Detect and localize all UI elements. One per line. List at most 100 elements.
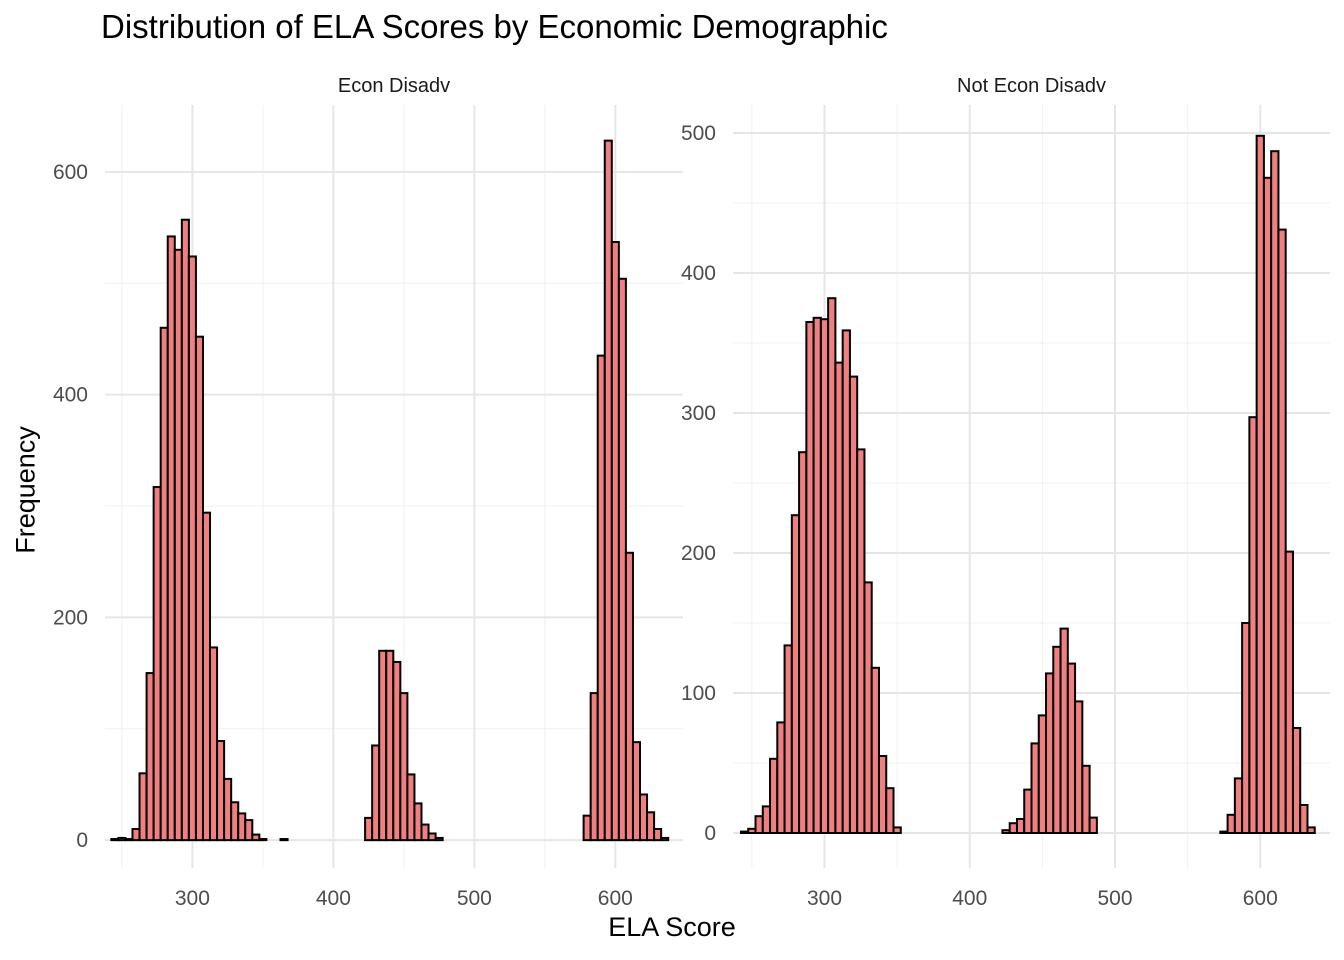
histogram-bar [187, 255, 197, 842]
histogram-bar [145, 672, 155, 842]
x-tick-label: 400 [316, 887, 351, 910]
histogram-bar [131, 828, 141, 842]
histogram-bar [870, 666, 880, 834]
histogram-bar [1066, 662, 1077, 834]
facet-label: Econ Disadv [338, 75, 450, 97]
histogram-bar [653, 828, 663, 842]
histogram-bar [1241, 622, 1251, 834]
histogram-bar [216, 740, 226, 842]
histogram-bar [385, 649, 395, 842]
histogram-bar [427, 832, 437, 842]
y-tick-label: 400 [681, 262, 716, 285]
histogram-bar [1015, 818, 1026, 834]
y-tick-label: 0 [704, 822, 716, 845]
histogram-bar [769, 757, 779, 834]
histogram-bar [371, 744, 381, 842]
histogram-bar [624, 551, 634, 842]
histogram-bar [117, 836, 127, 842]
histogram-bar [582, 814, 592, 842]
histogram-bar [166, 235, 176, 842]
x-tick-label: 300 [807, 887, 842, 910]
histogram-bar [413, 802, 423, 842]
facet-panel: Econ Disadv 300 400 500 600 0 200 400 600 [53, 75, 683, 910]
histogram-bar [251, 833, 261, 842]
x-tick-label: 400 [952, 887, 987, 910]
histogram-bar [1008, 822, 1018, 835]
y-tick-label: 300 [681, 402, 716, 425]
histogram-bar [1277, 228, 1287, 835]
histogram-bar [406, 773, 416, 842]
histogram-bar [180, 218, 190, 842]
histogram-bar [834, 361, 844, 834]
histogram-bar [237, 812, 247, 842]
histogram-bar [856, 448, 866, 834]
histogram-bar [1255, 134, 1265, 835]
histogram-bar [631, 741, 642, 842]
facet-panel: Not Econ Disadv 300 400 500 600 0 100 200 300 400… [681, 75, 1330, 910]
histogram-bar [603, 139, 613, 842]
histogram-bar [617, 277, 627, 842]
histogram-bar [1291, 727, 1302, 834]
histogram-bar [1284, 550, 1294, 834]
x-tick-label: 600 [598, 887, 633, 910]
histogram-bar [364, 816, 374, 842]
histogram-bar [1045, 672, 1055, 835]
y-tick-label: 600 [53, 161, 88, 184]
histogram-bar [1088, 816, 1098, 834]
histogram-bar [279, 838, 289, 842]
histogram-bar [790, 514, 801, 834]
histogram-bar [776, 721, 786, 835]
histogram-bar [194, 335, 204, 842]
histogram-bar [223, 777, 233, 842]
histogram-bar [1052, 645, 1062, 834]
x-tick-label: 500 [1097, 887, 1132, 910]
histogram-bar [399, 692, 409, 842]
histogram-bar [378, 649, 388, 842]
x-axis-label: ELA Score [608, 912, 736, 942]
histogram-bar [1037, 714, 1048, 835]
facet-label: Not Econ Disadv [957, 75, 1106, 97]
histogram-bar [848, 375, 859, 834]
histogram-bar [230, 801, 240, 842]
histogram-bar [841, 329, 851, 834]
histogram-bar [201, 511, 212, 842]
histogram-bar [209, 646, 219, 842]
histogram-bar [639, 793, 649, 842]
y-tick-label: 500 [681, 122, 716, 145]
histogram-bar [761, 805, 772, 835]
histogram-bar [124, 838, 134, 842]
histogram-bar [152, 486, 162, 842]
histogram-bar [660, 836, 670, 842]
histogram-bar [420, 823, 430, 842]
histogram-bar [885, 787, 895, 835]
histogram-bar [747, 827, 757, 834]
histogram-bar [1023, 788, 1033, 834]
histogram-bar [739, 830, 750, 834]
histogram-bar [1059, 627, 1069, 834]
y-tick-label: 100 [681, 682, 716, 705]
histogram-bar [1226, 813, 1236, 834]
histogram-bar [1074, 700, 1084, 835]
histogram-bar [1001, 829, 1011, 835]
x-tick-label: 600 [1243, 887, 1278, 910]
x-tick-label: 300 [175, 887, 210, 910]
x-tick-label: 500 [457, 887, 492, 910]
histogram-bar [138, 772, 148, 842]
histogram-bar [819, 318, 830, 834]
chart-title: Distribution of ELA Scores by Economic D… [101, 8, 888, 45]
histogram-bar [1030, 742, 1040, 835]
histogram-bar [1262, 176, 1273, 835]
histogram-bar [589, 692, 599, 842]
histogram-bar [258, 838, 268, 842]
histogram-bar [434, 836, 444, 842]
histogram-bar [863, 581, 873, 835]
y-tick-label: 400 [53, 384, 88, 407]
histogram-bar [892, 826, 902, 835]
histogram-bar [646, 811, 656, 842]
histogram-bar [783, 644, 793, 835]
histogram-bar [110, 838, 120, 842]
histogram-bar [1299, 804, 1309, 834]
histogram-bar [244, 819, 254, 842]
histogram-bar [1219, 830, 1229, 834]
histogram-bar [1233, 777, 1244, 835]
